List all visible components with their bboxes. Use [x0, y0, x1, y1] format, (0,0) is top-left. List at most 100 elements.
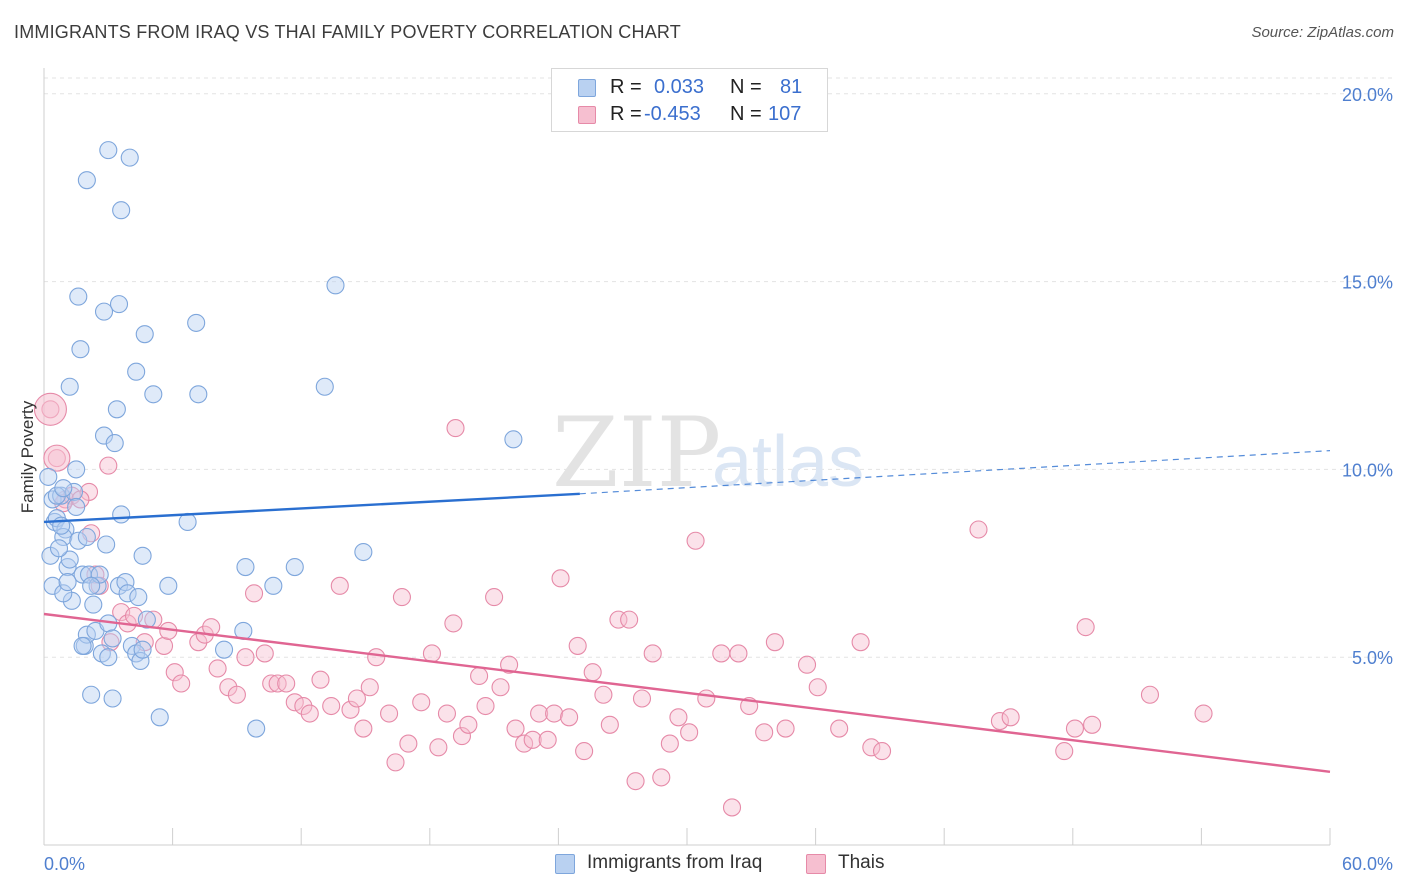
thai-point	[341, 700, 360, 719]
thai-point	[765, 633, 784, 652]
iraq-point	[133, 640, 152, 659]
thai-point	[660, 734, 679, 753]
iraq-point	[64, 482, 84, 501]
thai-point	[797, 655, 817, 674]
iraq-swatch-icon	[555, 854, 575, 874]
thai-point	[476, 696, 495, 716]
thai-point	[422, 644, 441, 663]
iraq-point	[84, 595, 103, 614]
thai-points	[33, 392, 1213, 817]
y-axis-label: Family Poverty	[18, 400, 37, 513]
thai-point	[367, 648, 386, 667]
iraq-point	[264, 576, 283, 595]
iraq-trend-extension	[579, 450, 1331, 495]
y-tick-label: 5.0%	[1352, 648, 1393, 668]
iraq-point	[150, 708, 169, 727]
iraq-point	[58, 573, 77, 592]
tick-labels: 5.0% 10.0% 15.0% 20.0% 0.0% 60.0%	[44, 85, 1393, 874]
iraq-point	[94, 426, 114, 445]
thai-point	[244, 584, 264, 603]
legend-n-value: 81	[780, 76, 803, 98]
iraq-point	[60, 377, 79, 396]
thai-point	[652, 768, 671, 787]
thai-point	[626, 772, 645, 791]
thai-point	[255, 644, 274, 663]
iraq-point	[69, 287, 88, 306]
iraq-point	[109, 295, 129, 314]
thai-point	[594, 685, 613, 704]
correlation-legend: R = 0.033 N = 81 R = -0.453 N = 107	[551, 68, 828, 132]
thai-point	[1065, 719, 1084, 738]
thai-trend-line	[43, 612, 1331, 773]
legend-n-label: N =	[730, 103, 762, 125]
iraq-point	[285, 557, 304, 577]
thai-point	[347, 689, 366, 708]
iraq-point	[118, 584, 137, 603]
iraq-point	[129, 588, 148, 607]
iraq-swatch-icon	[578, 79, 596, 97]
thai-point	[444, 614, 463, 633]
iraq-point	[137, 610, 156, 629]
thai-point	[285, 693, 304, 712]
thai-point	[1055, 742, 1074, 761]
iraq-point	[69, 531, 88, 550]
iraq-point	[135, 325, 154, 344]
thai-point	[722, 798, 742, 817]
iraq-point	[214, 640, 234, 659]
watermark-atlas: atlas	[712, 422, 864, 502]
thai-point	[33, 392, 67, 426]
iraq-point	[43, 576, 62, 595]
thai-point	[86, 565, 105, 584]
legend-n-label: N =	[730, 76, 762, 98]
thai-point	[862, 738, 881, 757]
thai-point	[236, 648, 255, 667]
thai-point	[99, 456, 118, 475]
trend-lines	[43, 450, 1331, 773]
iraq-point	[60, 550, 79, 569]
iraq-point	[49, 539, 69, 558]
thai-point	[538, 730, 557, 749]
thai-point	[568, 636, 587, 655]
legend-n-value: 107	[768, 103, 802, 125]
iraq-point	[82, 685, 101, 704]
thai-point	[277, 674, 296, 693]
iraq-point	[54, 479, 73, 498]
thai-point	[485, 588, 504, 607]
iraq-point	[504, 430, 523, 449]
iraq-point	[236, 557, 255, 577]
thai-point	[515, 734, 534, 753]
thai-point	[523, 730, 542, 749]
thai-point	[1083, 715, 1102, 734]
thai-point	[686, 531, 705, 550]
thai-point	[300, 704, 319, 723]
thai-point	[808, 678, 827, 697]
thai-point	[43, 444, 71, 472]
iraq-point	[99, 141, 118, 160]
thai-point	[311, 670, 330, 689]
iraq-point	[77, 171, 96, 190]
thai-point	[575, 742, 594, 761]
iraq-point	[105, 434, 124, 453]
thai-point	[380, 704, 399, 723]
thai-point	[1140, 685, 1160, 704]
thai-point	[165, 663, 184, 682]
iraq-point	[54, 584, 73, 603]
thai-point	[506, 719, 525, 738]
thai-point	[560, 708, 579, 727]
thai-swatch-icon	[806, 854, 826, 874]
iraq-point	[71, 340, 90, 359]
iraq-point	[39, 467, 58, 486]
x-tick-label: 0.0%	[44, 854, 85, 874]
thai-point	[294, 696, 313, 716]
thai-point	[208, 659, 227, 678]
thai-point	[360, 678, 379, 697]
iraq-point	[354, 542, 373, 562]
legend-item-label: Thais	[838, 852, 885, 873]
iraq-point	[120, 148, 139, 167]
thai-point	[712, 644, 731, 663]
legend-item-label: Immigrants from Iraq	[587, 852, 763, 873]
y-tick-label: 20.0%	[1342, 85, 1393, 105]
thai-point	[530, 704, 549, 723]
iraq-point	[144, 385, 163, 404]
iraq-point	[54, 527, 73, 547]
